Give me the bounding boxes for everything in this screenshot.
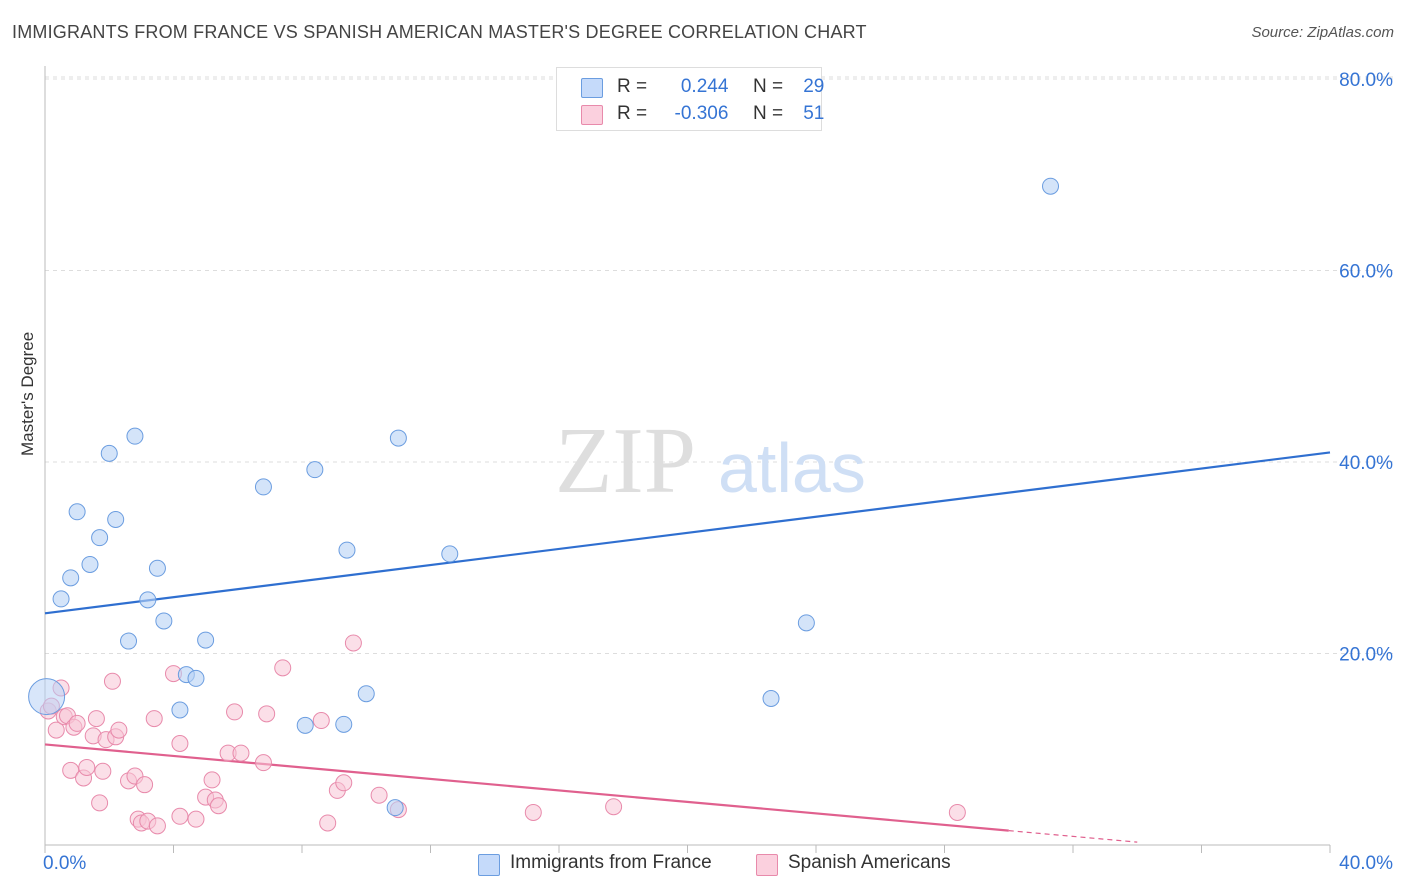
- point-france: [62, 569, 80, 587]
- point-france: [139, 591, 157, 609]
- legend-n-label: N =: [752, 76, 784, 97]
- x-tick-label: 40.0%: [1339, 853, 1393, 874]
- point-spanish: [274, 659, 292, 677]
- point-france: [762, 690, 780, 708]
- point-spanish: [524, 803, 542, 821]
- legend-swatch-pink: [581, 105, 603, 125]
- point-france: [148, 559, 166, 577]
- trend-lines: [44, 451, 1331, 843]
- y-tick-label: 40.0%: [1339, 453, 1393, 474]
- bottom-legend-label: Immigrants from France: [510, 852, 712, 873]
- point-france: [1042, 177, 1060, 195]
- watermark-zip: ZIP: [555, 409, 696, 513]
- point-spanish: [370, 786, 388, 804]
- watermark-atlas: atlas: [718, 429, 866, 507]
- point-france: [797, 614, 815, 632]
- point-france: [100, 444, 118, 462]
- point-france: [386, 799, 404, 817]
- point-spanish: [232, 744, 250, 762]
- y-tick-label: 80.0%: [1339, 70, 1393, 91]
- point-spanish: [103, 672, 121, 690]
- point-spanish: [68, 714, 86, 732]
- point-france: [197, 631, 215, 649]
- point-spanish: [47, 721, 65, 739]
- data-points: [28, 177, 1060, 835]
- point-spanish: [226, 703, 244, 721]
- correlation-legend: R = 0.244 N = 29 R = -0.306 N = 51: [556, 67, 825, 131]
- point-spanish: [171, 735, 189, 753]
- chart-title: IMMIGRANTS FROM FRANCE VS SPANISH AMERIC…: [12, 22, 867, 42]
- legend-r-value: 0.244: [680, 76, 729, 97]
- point-spanish: [948, 803, 966, 821]
- trend-line-france: [44, 451, 1331, 615]
- point-france: [389, 429, 407, 447]
- point-france: [306, 461, 324, 479]
- point-france: [187, 669, 205, 687]
- source-label: Source: ZipAtlas.com: [1251, 24, 1394, 41]
- point-spanish: [312, 712, 330, 730]
- point-spanish: [344, 634, 362, 652]
- legend-n-label: N =: [752, 103, 784, 124]
- point-france: [338, 541, 356, 559]
- bottom-legend-label: Spanish Americans: [788, 852, 951, 873]
- point-spanish: [87, 710, 105, 728]
- legend-r-value: -0.306: [674, 103, 729, 124]
- point-france: [68, 503, 86, 521]
- point-spanish: [258, 705, 276, 723]
- watermark: ZIP atlas: [555, 409, 866, 513]
- point-france: [120, 632, 138, 650]
- point-france: [335, 715, 353, 733]
- point-france: [107, 510, 125, 528]
- point-spanish: [78, 758, 96, 776]
- point-spanish: [335, 774, 353, 792]
- point-spanish: [145, 710, 163, 728]
- point-spanish: [62, 761, 80, 779]
- point-spanish: [136, 776, 154, 794]
- point-france: [91, 529, 109, 547]
- legend-r-label: R =: [617, 103, 648, 124]
- legend-n-value: 51: [803, 103, 825, 124]
- point-spanish: [148, 817, 166, 835]
- point-spanish: [171, 807, 189, 825]
- point-spanish: [605, 798, 623, 816]
- bottom-legend-swatch-blue: [478, 854, 500, 876]
- trend-line-spanish: [44, 743, 1009, 832]
- point-spanish: [94, 762, 112, 780]
- point-france: [357, 685, 375, 703]
- point-france: [254, 478, 272, 496]
- trend-line-spanish-extension: [1008, 830, 1138, 843]
- point-france: [296, 716, 314, 734]
- point-spanish: [319, 814, 337, 832]
- point-france: [126, 427, 144, 445]
- point-france: [28, 678, 66, 716]
- tick-labels: 20.0% 40.0% 60.0% 80.0% 0.0% 40.0%: [43, 70, 1393, 874]
- y-tick-label: 60.0%: [1339, 262, 1393, 283]
- point-france: [81, 555, 99, 573]
- point-spanish: [254, 754, 272, 772]
- grid-lines: [45, 76, 1393, 654]
- point-france: [52, 590, 70, 608]
- point-spanish: [209, 797, 227, 815]
- y-tick-label: 20.0%: [1339, 645, 1393, 666]
- point-spanish: [187, 810, 205, 828]
- point-spanish: [203, 771, 221, 789]
- bottom-legend-swatch-pink: [756, 854, 778, 876]
- point-spanish: [110, 721, 128, 739]
- point-france: [441, 545, 459, 563]
- legend-r-label: R =: [617, 76, 648, 97]
- point-france: [155, 612, 173, 630]
- point-spanish: [91, 794, 109, 812]
- legend-swatch-blue: [581, 78, 603, 98]
- legend-n-value: 29: [803, 76, 825, 97]
- point-france: [171, 701, 189, 719]
- x-tick-label: 0.0%: [43, 853, 86, 874]
